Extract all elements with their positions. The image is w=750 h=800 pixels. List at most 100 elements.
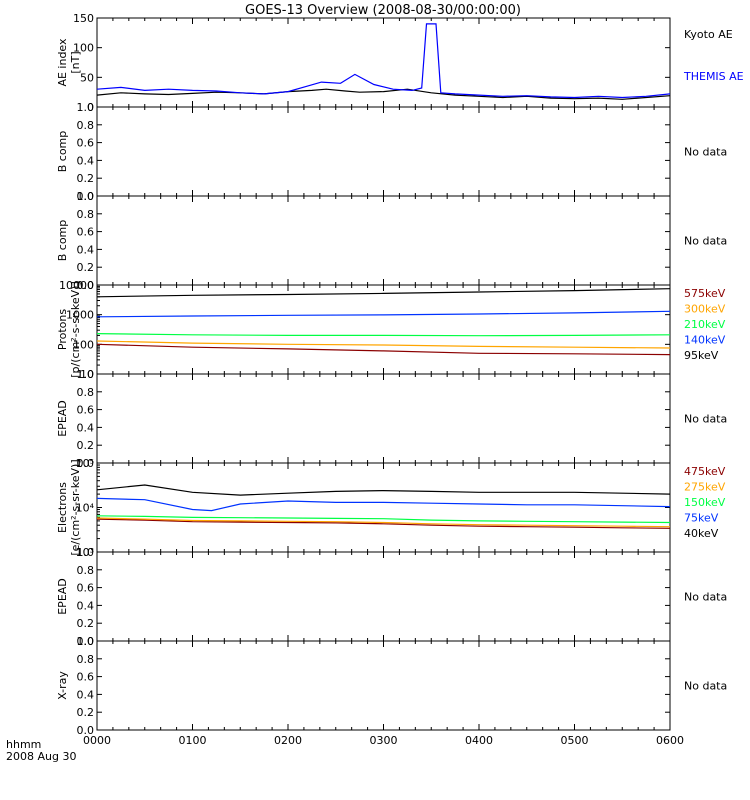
panel-ae: 0 50 100 150 AE index [nT] Kyoto AE THEMIS AE [56,12,744,114]
no-data-label: No data [684,235,727,248]
y-tick-label: 0.8 [77,119,95,132]
legend-150kev: 150keV [684,496,726,509]
y-axis-unit: [e/(cm²-s-sr-keV)] [69,459,82,555]
y-tick-label: 10000 [59,279,94,292]
no-data-label: No data [684,680,727,693]
y-tick-label: 10³ [76,546,94,559]
x-tick-label: 0200 [274,734,302,747]
y-tick-label: 0.2 [77,706,95,719]
y-tick-label: 0.0 [77,190,95,203]
legend-75kev: 75keV [684,512,719,525]
series-line-150kev [96,515,671,524]
y-tick-label: 10⁴ [76,502,95,515]
series-line-140kev [96,310,671,318]
x-tick-label: 0600 [656,734,684,747]
y-tick-label: 0.4 [77,154,95,167]
legend-kyoto-ae: Kyoto AE [684,28,733,41]
series-line-themis-ae [96,23,671,99]
x-tick-label: 0000 [83,734,111,747]
no-data-label: No data [684,591,727,604]
y-axis-title: AE index [56,38,69,87]
panel-electrons: 10³ 10⁴ 10⁵ Electrons [e/(cm²-s-sr-keV)] 475k… [56,457,726,559]
panel-frame [96,640,671,731]
y-tick-label: 100 [73,42,94,55]
panel-b2: 0.0 0.2 0.4 0.6 0.8 1.0 B comp No data [56,190,727,292]
y-tick-label: 0.6 [77,404,95,417]
series-line-75kev [96,497,671,512]
y-tick-label: 0.6 [77,671,95,684]
y-tick-label: 1.0 [77,635,95,648]
legend-140kev: 140keV [684,334,726,347]
y-tick-label: 0.2 [77,439,95,452]
y-tick-label: 0 [87,101,94,114]
y-axis-unit: [p/(cm²-s-sr-keV)] [69,281,82,378]
y-tick-label: 0.6 [77,226,95,239]
x-tick-label: 0500 [561,734,589,747]
y-tick-label: 1.0 [77,101,95,114]
series-line-kyoto-ae [96,88,671,100]
y-tick-label: 0.8 [77,208,95,221]
panel-epead1: 0.0 0.2 0.4 0.6 0.8 1.0 EPEAD No data [56,368,727,470]
y-tick-label: 0.0 [77,279,95,292]
y-tick-label: 0.8 [77,653,95,666]
legend-themis-ae: THEMIS AE [683,70,744,83]
y-tick-label: 0.0 [77,457,95,470]
y-axis-title: EPEAD [56,578,69,615]
panel-epead2: 0.0 0.2 0.4 0.6 0.8 1.0 EPEAD No data [56,546,727,648]
y-tick-label: 50 [80,71,94,84]
y-tick-label: 10⁵ [76,457,94,470]
series-line-40kev [96,484,671,496]
y-tick-label: 0.4 [77,421,95,434]
y-tick-label: 1.0 [77,546,95,559]
x-tick-label: 0100 [179,734,207,747]
y-tick-label: 0.6 [77,137,95,150]
panel-xray: 0.0 0.2 0.4 0.6 0.8 1.0 X-ray No data [56,635,727,737]
legend-300kev: 300keV [684,303,726,316]
y-tick-label: 100 [73,338,94,351]
y-tick-label: 1000 [66,309,94,322]
y-tick-label: 1.0 [77,190,95,203]
y-axis-title: Electrons [56,482,69,533]
y-tick-label: 0.2 [77,172,95,185]
panel-frame [96,284,671,375]
y-tick-label: 0.6 [77,582,95,595]
legend-95kev: 95keV [684,349,719,362]
legend-475kev: 475keV [684,465,726,478]
y-axis-title: B comp [56,131,69,173]
y-tick-label: 10 [80,368,94,381]
y-axis-unit: [nT] [69,51,82,73]
y-tick-label: 1.0 [77,368,95,381]
y-axis-title: X-ray [56,671,69,700]
panel-frame [96,106,671,197]
panel-b1: 0.0 0.2 0.4 0.6 0.8 1.0 B comp No data [56,101,727,203]
y-tick-label: 150 [73,12,94,25]
y-tick-label: 0.4 [77,243,95,256]
panel-frame [96,551,671,642]
chart-title: GOES-13 Overview (2008-08-30/00:00:00) [245,3,521,18]
y-tick-label: 0.4 [77,688,95,701]
series-line-210kev [96,333,671,337]
legend-575kev: 575keV [684,287,726,300]
series-line-95kev [96,288,671,298]
x-tick-label: 0400 [465,734,493,747]
series-line-300kev [96,340,671,349]
series-line-275kev [96,517,671,528]
panel-protons: 10 100 1000 10000 Protons [p/(cm²-s-sr-keV)] 5… [56,279,726,381]
y-axis-title: Protons [56,309,69,350]
legend-275kev: 275keV [684,481,726,494]
legend-210kev: 210keV [684,318,726,331]
y-tick-label: 0.2 [77,261,95,274]
y-tick-label: 0.8 [77,386,95,399]
y-tick-label: 0.2 [77,617,95,630]
y-tick-label: 0.4 [77,599,95,612]
no-data-label: No data [684,146,727,159]
y-tick-label: 0.8 [77,564,95,577]
no-data-label: No data [684,413,727,426]
panel-frame [96,195,671,286]
x-tick-label: 0300 [370,734,398,747]
series-line-475kev [96,518,671,529]
x-axis-corner-label: hhmm [6,738,41,751]
y-tick-label: 0.0 [77,635,95,648]
y-axis-title: EPEAD [56,400,69,437]
